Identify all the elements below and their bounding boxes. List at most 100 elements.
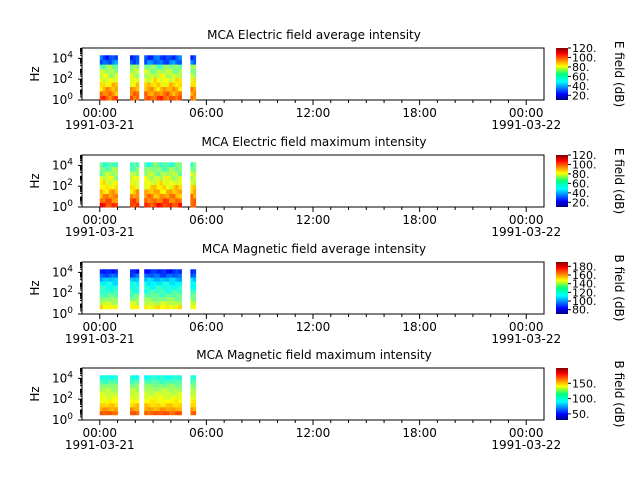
heatmap-cell xyxy=(156,77,161,83)
heatmap-cell xyxy=(111,395,115,400)
heatmap-cell xyxy=(169,82,173,87)
heatmap-cell xyxy=(156,59,161,65)
heatmap-cell xyxy=(169,180,173,186)
heatmap-cell xyxy=(114,59,118,65)
heatmap-cell xyxy=(162,68,167,74)
heatmap-cell xyxy=(99,296,104,302)
x-tick-label: 00:00 xyxy=(509,426,544,440)
heatmap-cell xyxy=(105,304,110,310)
heatmap-cell xyxy=(178,398,182,404)
heatmap-cell xyxy=(129,406,134,412)
heatmap-cell xyxy=(169,304,173,310)
heatmap-cell xyxy=(156,171,161,177)
heatmap-cell xyxy=(147,375,151,380)
heatmap-cell xyxy=(108,77,113,83)
panel-2: MCA Electric field maximum intensity 00:0… xyxy=(28,135,626,239)
heatmap-cell xyxy=(178,387,182,392)
heatmap-cell xyxy=(159,180,164,186)
heatmap-cell xyxy=(144,162,148,168)
heatmap-cell xyxy=(147,193,151,199)
heatmap-cell xyxy=(172,77,176,83)
heatmap-cell xyxy=(153,375,158,380)
heatmap-cell xyxy=(129,77,134,83)
heatmap-cell xyxy=(175,193,179,199)
heatmap-cell xyxy=(114,395,118,400)
heatmap-cell xyxy=(108,162,113,168)
heatmap-cell xyxy=(153,292,158,298)
heatmap-cell xyxy=(162,273,167,278)
heatmap-cell xyxy=(102,82,107,87)
heatmap-cell xyxy=(108,383,113,388)
heatmap-cell xyxy=(108,64,113,70)
colorbar-tick-label: 20. xyxy=(572,196,590,209)
heatmap-cell xyxy=(111,55,115,61)
chart-title: MCA Magnetic field average intensity xyxy=(202,242,426,256)
heatmap-cell xyxy=(144,398,148,404)
panel-1: MCA Electric field average intensity 00:0… xyxy=(28,28,626,132)
date-label-start: 1991-03-21 xyxy=(65,118,135,132)
heatmap-cell xyxy=(135,300,140,306)
heatmap-cell xyxy=(190,383,194,388)
heatmap-cell xyxy=(190,379,194,384)
heatmap-cell xyxy=(114,398,118,404)
heatmap-cell xyxy=(144,277,148,282)
heatmap-cell xyxy=(144,406,148,412)
heatmap-cell xyxy=(105,296,110,302)
heatmap-cell xyxy=(150,91,154,96)
heatmap-cell xyxy=(99,193,104,199)
heatmap-cell xyxy=(132,395,137,400)
heatmap-cell xyxy=(99,189,104,194)
heatmap-cell xyxy=(162,285,167,290)
heatmap-cell xyxy=(132,269,137,274)
heatmap-cell xyxy=(190,304,194,310)
heatmap-cell xyxy=(165,189,170,194)
heatmap-cell xyxy=(102,68,107,74)
heatmap-cell xyxy=(132,296,137,302)
heatmap-cell xyxy=(132,166,137,172)
heatmap-cell xyxy=(159,171,164,177)
heatmap-cell xyxy=(172,95,176,101)
heatmap-cell xyxy=(135,175,140,181)
heatmap-cell xyxy=(162,379,167,384)
heatmap-cell xyxy=(175,379,179,384)
heatmap-cell xyxy=(108,406,113,412)
heatmap-cell xyxy=(147,269,151,274)
heatmap-cell xyxy=(135,395,140,400)
heatmap-cell xyxy=(99,59,104,65)
heatmap-cell xyxy=(165,82,170,87)
heatmap-cell xyxy=(162,391,167,396)
heatmap-cell xyxy=(132,285,137,290)
heatmap-cell xyxy=(147,184,151,190)
heatmap-cell xyxy=(156,296,161,302)
heatmap-cell xyxy=(162,55,167,61)
heatmap-cell xyxy=(156,95,161,101)
heatmap-cell xyxy=(132,198,137,203)
heatmap-cell xyxy=(172,410,176,416)
heatmap-cell xyxy=(153,383,158,388)
heatmap-cell xyxy=(169,391,173,396)
heatmap-cell xyxy=(132,189,137,194)
heatmap-cell xyxy=(193,162,197,168)
colorbar-gradient xyxy=(556,155,568,207)
heatmap-cell xyxy=(172,175,176,181)
heatmap-cell xyxy=(169,277,173,282)
heatmap-cell xyxy=(169,193,173,199)
heatmap-cell xyxy=(156,189,161,194)
heatmap-cell xyxy=(162,73,167,79)
heatmap-cell xyxy=(190,285,194,290)
heatmap-cell xyxy=(193,59,197,65)
heatmap-cell xyxy=(165,402,170,408)
heatmap-cell xyxy=(190,86,194,92)
heatmap-cell xyxy=(172,184,176,190)
heatmap-cell xyxy=(172,383,176,388)
heatmap-cell xyxy=(135,273,140,278)
heatmap-cell xyxy=(193,402,197,408)
heatmap-cell xyxy=(153,202,158,208)
heatmap-cell xyxy=(178,82,182,87)
heatmap-cell xyxy=(102,285,107,290)
heatmap-cell xyxy=(99,184,104,190)
heatmap-cell xyxy=(162,189,167,194)
heatmap-cell xyxy=(162,410,167,416)
heatmap-cell xyxy=(150,296,154,302)
heatmap-cell xyxy=(153,304,158,310)
